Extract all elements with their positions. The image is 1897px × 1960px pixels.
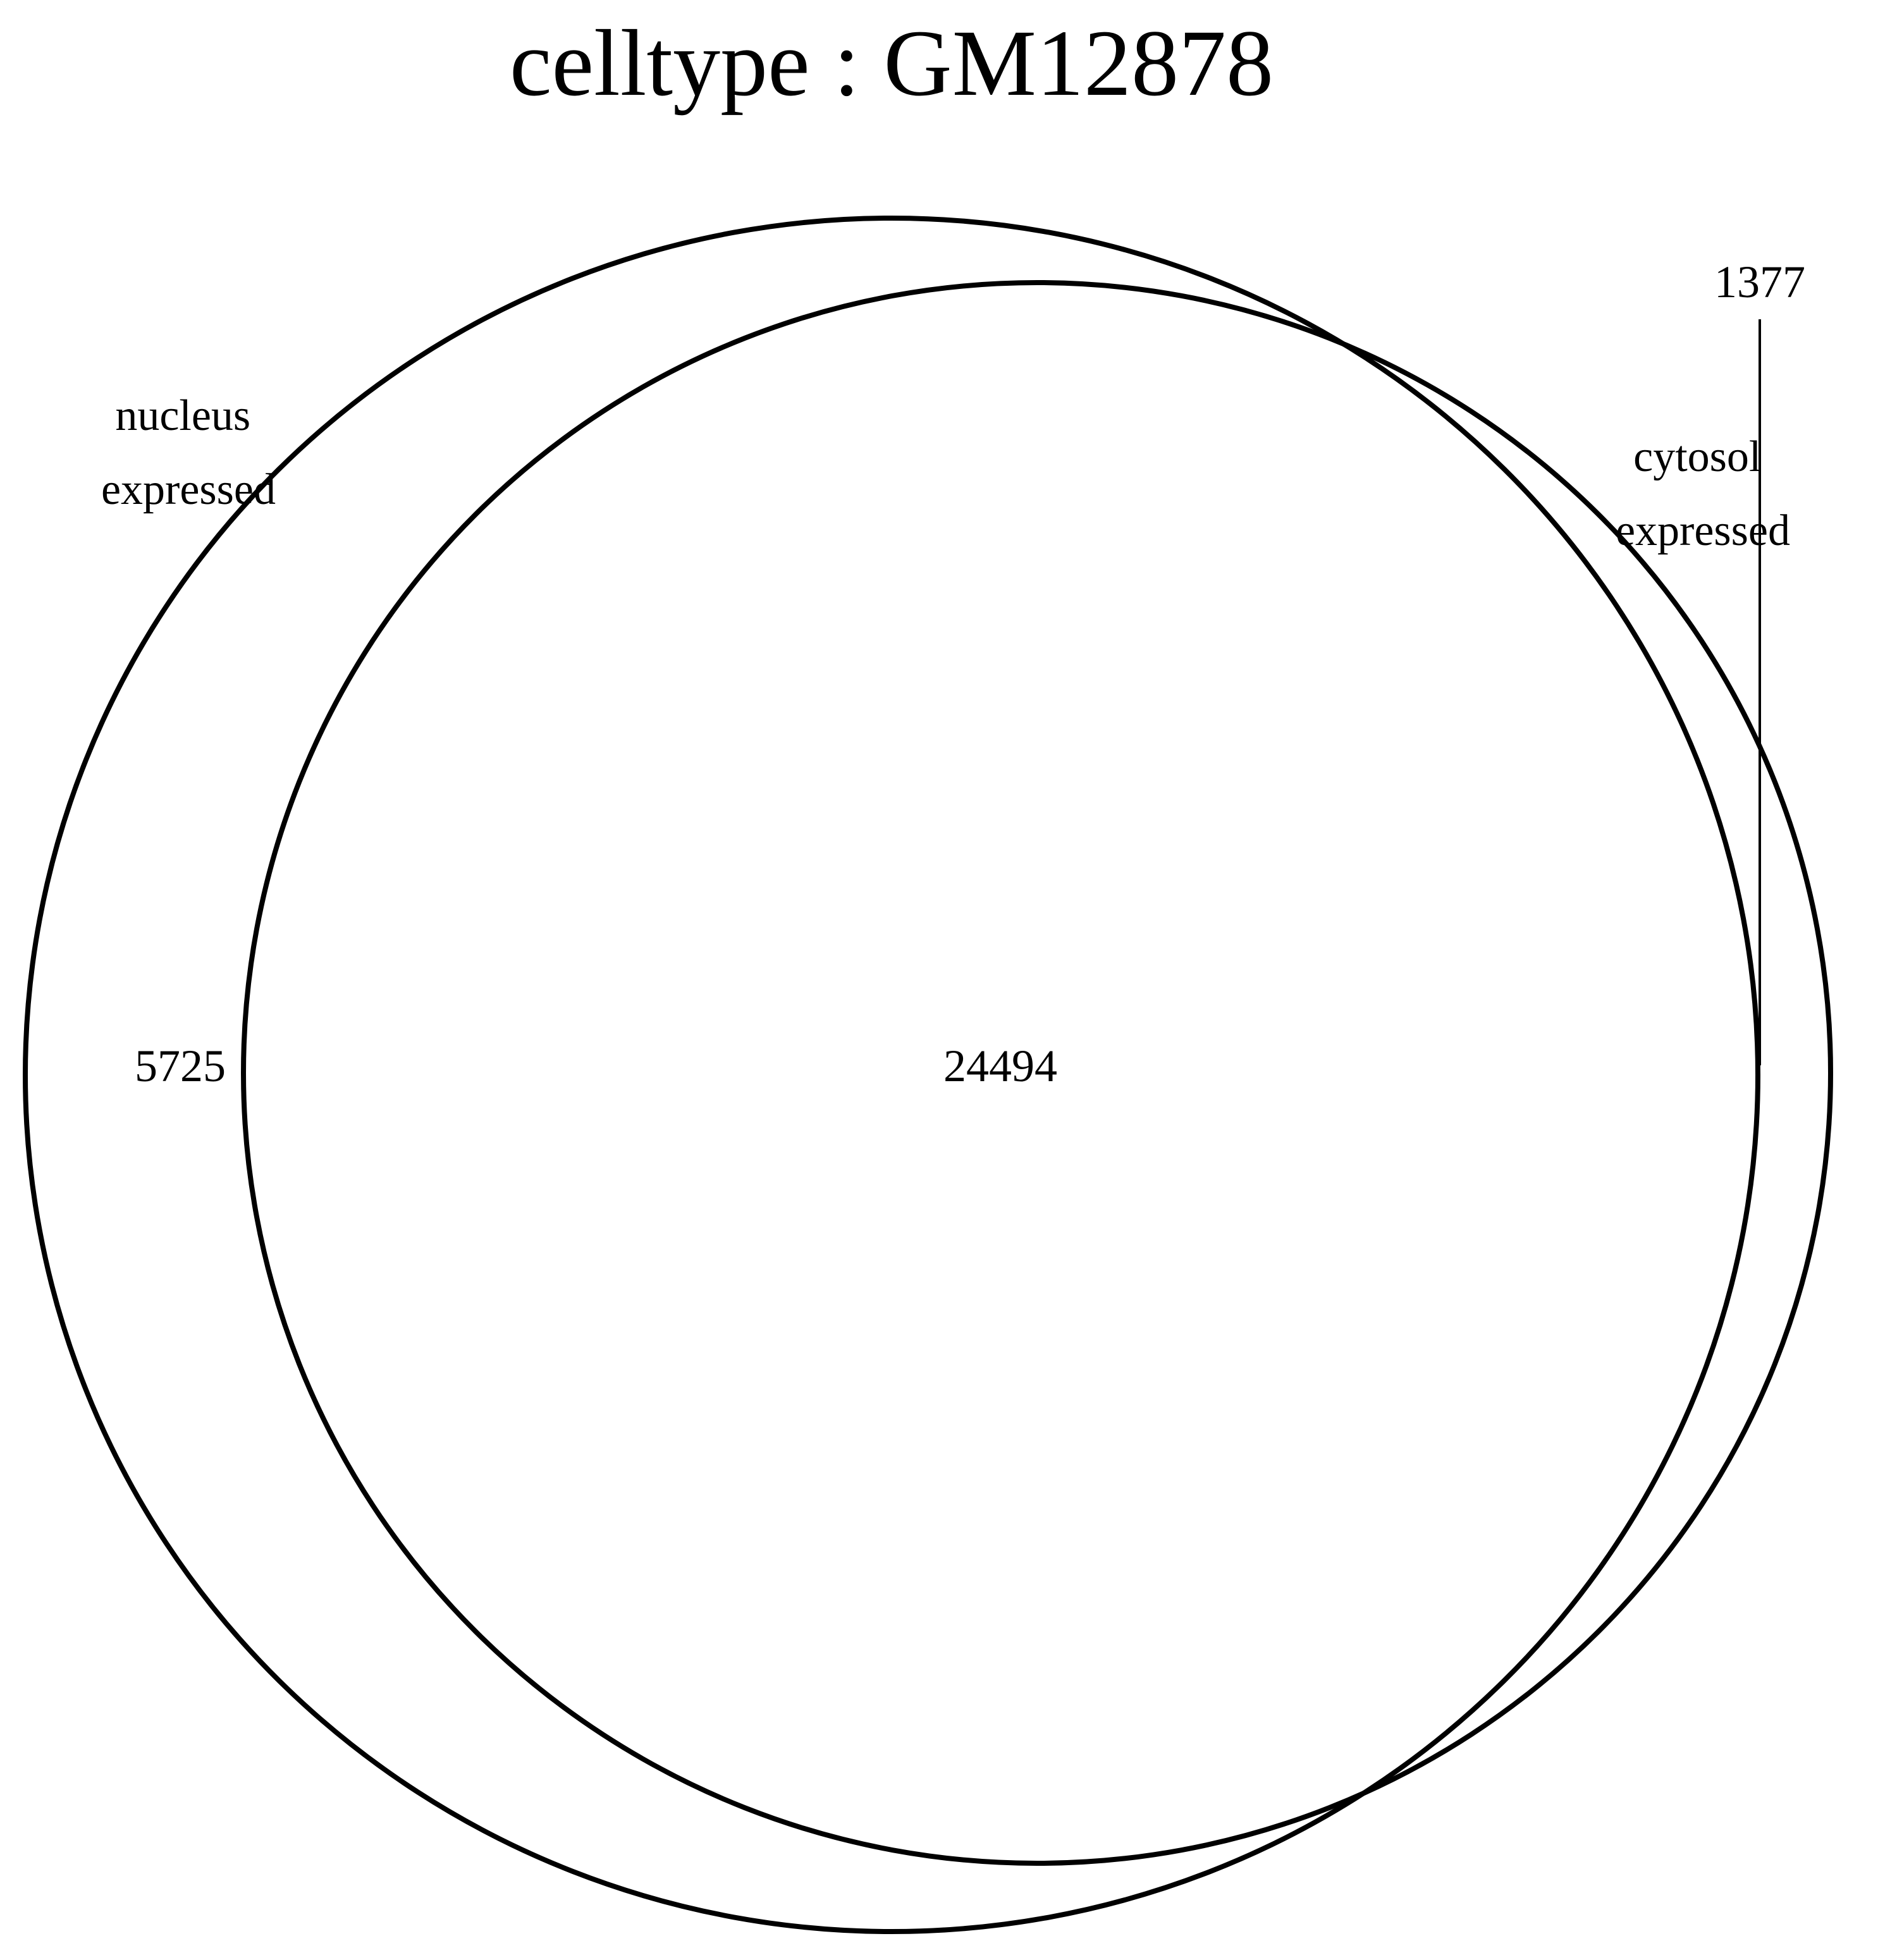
nucleus-expressed-label: nucleus expressed [101,391,276,514]
nucleus-expressed-circle [23,216,1760,1934]
cytosol-expressed-circle [241,280,1833,1866]
cytosol-expressed-label: cytosol expressed [1616,432,1790,555]
cytosol-expressed-label-line-2: expressed [1616,506,1790,555]
intersection-count: 24494 [943,1041,1057,1091]
nucleus-expressed-label-line-2: expressed [101,465,276,514]
nucleus-expressed-label-line-1: nucleus [115,391,250,440]
chart-title: celltype : GM12878 [510,11,1274,116]
cytosol-only-count: 1377 [1714,257,1805,307]
nucleus-only-count: 5725 [135,1041,226,1091]
cytosol-expressed-label-line-1: cytosol [1633,432,1761,481]
